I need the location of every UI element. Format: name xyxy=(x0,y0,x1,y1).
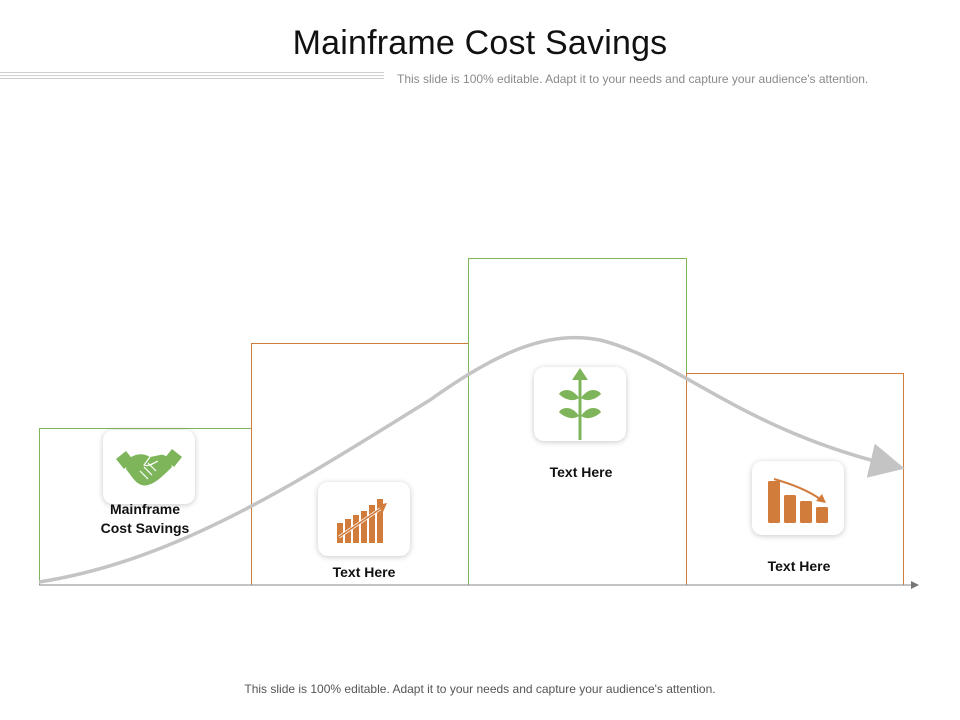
handshake-icon xyxy=(116,449,182,486)
step-box-4 xyxy=(686,373,904,585)
plant-growth-icon xyxy=(559,368,601,440)
bar-chart-growth-icon xyxy=(337,499,387,543)
step-2-icon-card xyxy=(318,482,410,556)
step-1-label-line2: Cost Savings xyxy=(100,520,190,536)
step-3-icon-card xyxy=(534,367,626,441)
bar-chart-decline-icon xyxy=(768,478,828,523)
page-subtitle: This slide is 100% editable. Adapt it to… xyxy=(397,72,869,86)
step-1-label: Mainframe Cost Savings xyxy=(70,500,220,538)
step-2-label: Text Here xyxy=(332,564,396,580)
title-divider xyxy=(0,72,384,81)
footer-note: This slide is 100% editable. Adapt it to… xyxy=(244,682,716,696)
step-4-label: Text Here xyxy=(767,558,831,574)
step-1-label-line1: Mainframe xyxy=(109,501,181,517)
step-1-icon-card xyxy=(103,430,195,504)
step-4-icon-card xyxy=(752,461,844,535)
trend-curve xyxy=(38,335,905,584)
page-title: Mainframe Cost Savings xyxy=(292,24,668,62)
step-3-label: Text Here xyxy=(549,464,613,480)
